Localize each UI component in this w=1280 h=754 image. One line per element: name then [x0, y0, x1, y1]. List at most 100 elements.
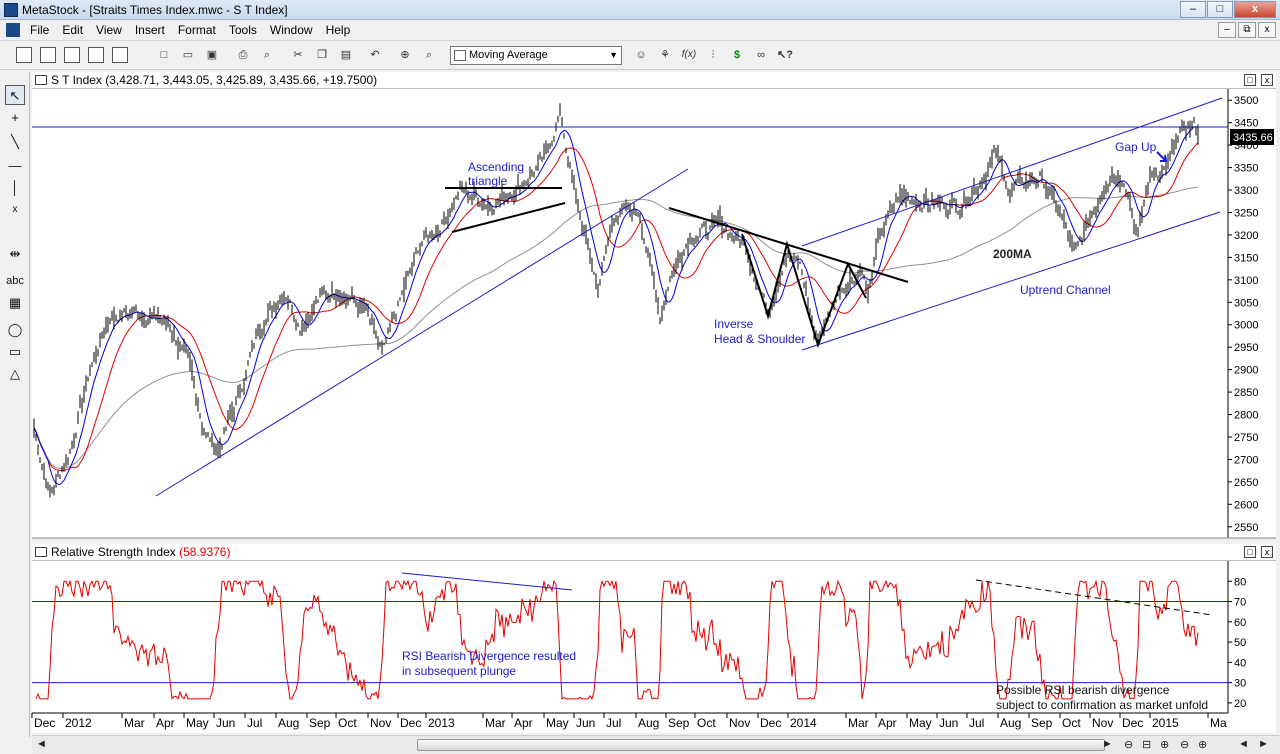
explorer-icon[interactable]: ⚘ — [660, 49, 670, 61]
grid-icon[interactable] — [112, 47, 128, 63]
vertical-layout-icon[interactable] — [40, 47, 56, 63]
menu-help[interactable]: Help — [325, 23, 351, 37]
mdi-restore-button[interactable]: ⧉ — [1238, 22, 1256, 38]
rsi-header-label: Relative Strength Index — [51, 545, 176, 559]
window-title: MetaStock - [Straits Times Index.mwc - S… — [22, 3, 288, 17]
rsi-divergence-line — [401, 572, 573, 591]
rsi-header-value: (58.9376) — [179, 545, 231, 559]
triangle-icon[interactable]: △ — [10, 366, 20, 381]
menu-window[interactable]: Window — [269, 23, 313, 37]
price-tick-label: 2600 — [1234, 499, 1258, 511]
rsi-pane-close-button[interactable]: x — [1261, 546, 1273, 558]
page-right-icon[interactable]: ► — [1258, 738, 1269, 750]
document-icon[interactable] — [6, 23, 20, 37]
grid-tool-icon[interactable]: ▦ — [8, 295, 22, 310]
trendline-icon[interactable]: ╲ — [11, 134, 19, 149]
time-label: 2013 — [428, 716, 455, 730]
fibonacci-icon[interactable]: x — [12, 204, 18, 215]
indicator-select-value: Moving Average — [469, 49, 548, 61]
chevron-down-icon[interactable]: ▼ — [609, 50, 618, 60]
menu-format[interactable]: Format — [177, 23, 216, 37]
parallel-icon[interactable]: ⇹ — [9, 246, 21, 261]
maximize-button[interactable]: □ — [1207, 1, 1233, 18]
zoom-icon[interactable]: ⌕ — [425, 49, 433, 61]
copy-icon[interactable]: ❐ — [317, 49, 327, 61]
ma-fast-line — [33, 126, 1199, 486]
zoom-in-2-icon[interactable]: ⊕ — [1198, 739, 1208, 751]
dollar-icon[interactable]: $ — [733, 49, 741, 61]
print-icon[interactable]: ⎙ — [238, 49, 248, 61]
channel-upper-line — [801, 97, 1223, 247]
time-label: Sep — [668, 716, 690, 730]
rsi-tick-label: 20 — [1234, 698, 1246, 710]
indicator-icon — [454, 50, 466, 61]
time-label: Aug — [638, 716, 659, 730]
price-tick-label: 3500 — [1234, 95, 1258, 107]
mdi-close-button[interactable]: x — [1258, 22, 1276, 38]
save-icon[interactable]: ▣ — [206, 49, 218, 61]
zoom-in-icon[interactable]: ⊕ — [1160, 739, 1170, 751]
rsi-pane-maximize-button[interactable]: □ — [1244, 546, 1256, 558]
neckline — [668, 207, 909, 283]
horizontal-line-icon[interactable]: — — [8, 158, 22, 173]
cut-icon[interactable]: ✂ — [293, 49, 303, 61]
time-label: Dec — [1122, 716, 1143, 730]
scroll-left-icon[interactable]: ◄ — [36, 738, 47, 750]
menu-tools[interactable]: Tools — [228, 23, 257, 37]
menu-file[interactable]: File — [30, 23, 50, 37]
price-tick-label: 3300 — [1234, 185, 1258, 197]
open-folder-icon[interactable]: ▭ — [182, 49, 194, 61]
indicator-select[interactable]: Moving Average ▼ — [450, 46, 622, 65]
price-pane-close-button[interactable]: x — [1261, 74, 1273, 86]
price-tick-label: 3150 — [1234, 252, 1258, 264]
inverse-hs-label: Inverse — [714, 317, 754, 331]
menu-view[interactable]: View — [96, 23, 122, 37]
menu-insert[interactable]: Insert — [134, 23, 165, 37]
horizontal-layout-icon[interactable] — [64, 47, 80, 63]
tile-windows-icon[interactable] — [16, 47, 32, 63]
time-label: Apr — [156, 716, 175, 730]
price-plot-area[interactable] — [32, 89, 1228, 538]
print-preview-icon[interactable]: ⌕ — [263, 49, 271, 61]
ellipse-icon[interactable]: ◯ — [7, 322, 23, 337]
horizontal-scrollbar[interactable]: ◄ ► ⊖ ⊟ ⊕ ⊖ ⊕ ◄ ► — [32, 735, 1280, 754]
zoom-out-2-icon[interactable]: ⊖ — [1180, 739, 1190, 751]
zoom-out-icon[interactable]: ⊖ — [1124, 739, 1134, 751]
rsi-tick-label: 30 — [1234, 678, 1246, 690]
minimize-button[interactable]: – — [1180, 1, 1206, 18]
close-button[interactable]: x — [1234, 1, 1276, 18]
paste-icon[interactable]: ▤ — [340, 49, 352, 61]
help-cursor-icon[interactable]: ↖? — [777, 49, 793, 61]
formula-icon[interactable]: f(x) — [681, 49, 697, 60]
rsi-divergence-label: RSI Bearish Divergence resulted — [402, 649, 576, 663]
pointer-icon[interactable]: ↖ — [5, 85, 25, 105]
price-tick-label: 3000 — [1234, 320, 1258, 332]
scroll-thumb[interactable] — [417, 739, 1105, 751]
ma200-label: 200MA — [993, 247, 1032, 261]
expert-icon[interactable]: ☺ — [635, 49, 647, 61]
page-left-icon[interactable]: ◄ — [1238, 738, 1249, 750]
time-label: 2014 — [790, 716, 817, 730]
rsi-divergence-label-2: in subsequent plunge — [402, 664, 516, 678]
menu-edit[interactable]: Edit — [62, 23, 84, 37]
metastock-app-icon — [4, 3, 18, 17]
crosshair-icon[interactable]: ⊕ — [400, 49, 410, 61]
scroll-right-icon[interactable]: ► — [1102, 738, 1113, 750]
indicator-builder-icon[interactable]: ⫶ — [711, 49, 715, 61]
time-label: Jun — [939, 716, 958, 730]
rectangle-icon[interactable]: ▭ — [8, 344, 22, 359]
mdi-minimize-button[interactable]: – — [1218, 22, 1236, 38]
crosshair-tool-icon[interactable]: + — [11, 110, 19, 125]
new-doc-icon[interactable]: □ — [160, 49, 168, 61]
undo-icon[interactable]: ↶ — [370, 49, 380, 61]
time-label: Ma — [1210, 716, 1227, 730]
rsi-y-axis — [1228, 561, 1276, 713]
fit-icon[interactable]: ⊟ — [1142, 739, 1152, 751]
binoculars-icon[interactable]: ∞ — [757, 49, 765, 61]
vertical-line-icon[interactable]: │ — [10, 180, 20, 195]
price-pane-maximize-button[interactable]: □ — [1244, 74, 1256, 86]
cascade-icon[interactable] — [88, 47, 104, 63]
rsi-tick-label: 80 — [1234, 576, 1246, 588]
text-tool-icon[interactable]: abc — [6, 275, 24, 287]
